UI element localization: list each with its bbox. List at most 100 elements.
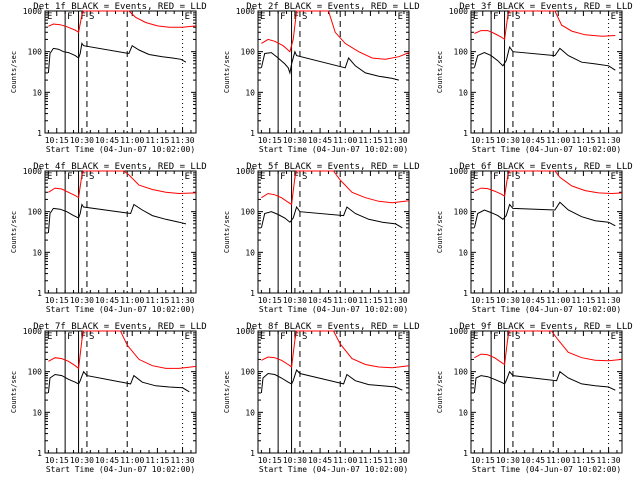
x-tick-label: 10:15: [45, 296, 69, 305]
event-marker-label: F: [507, 332, 512, 342]
event-marker-label: S: [89, 12, 94, 22]
events-series-line: [473, 45, 616, 71]
event-marker-label: E: [260, 332, 265, 342]
y-tick-label: 1000: [23, 7, 42, 16]
x-tick-label: 11:30: [171, 136, 195, 145]
x-tick-label: 11:30: [597, 456, 621, 465]
plot-frame: [257, 330, 410, 454]
chart-panel-2: Det 2f BLACK = Events, RED = LLD 1 10 100 10…: [223, 2, 420, 154]
event-marker-label: F: [507, 12, 512, 22]
chart-panel-5: Det 5f BLACK = Events, RED = LLD 1 10 100 10…: [223, 162, 420, 314]
y-tick-label: 10: [245, 248, 255, 257]
chart-title: Det 5f BLACK = Events, RED = LLD: [246, 162, 419, 172]
lld-series-line: [261, 170, 410, 206]
plot-frame: [44, 10, 197, 134]
event-marker-label: F: [81, 12, 86, 22]
y-tick-label: 1: [463, 449, 468, 458]
x-tick-label: 10:30: [283, 456, 307, 465]
x-tick-label: 10:45: [95, 136, 119, 145]
x-tick-label: 10:15: [258, 456, 282, 465]
chart-title: Det 2f BLACK = Events, RED = LLD: [246, 2, 419, 12]
y-tick-label: 100: [28, 48, 43, 57]
events-series-line: [260, 50, 400, 81]
event-marker-label: F: [81, 172, 86, 182]
x-axis-label: Start Time (04-Jun-07 10:02:00): [46, 145, 195, 154]
chart-title: Det 4f BLACK = Events, RED = LLD: [33, 162, 206, 172]
y-axis-label: Counts/sec: [10, 371, 18, 413]
plot-frame: [470, 10, 623, 134]
y-tick-label: 100: [28, 368, 43, 377]
y-axis-label: Counts/sec: [10, 211, 18, 253]
x-tick-label: 11:00: [546, 136, 570, 145]
x-tick-label: 11:15: [571, 136, 595, 145]
event-marker-label: F: [294, 332, 299, 342]
x-axis-label: Start Time (04-Jun-07 10:02:00): [46, 465, 195, 474]
plot-frame: [44, 170, 197, 294]
lld-series-line: [261, 330, 410, 369]
events-series-line: [260, 205, 403, 229]
event-marker-label: F: [81, 332, 86, 342]
x-tick-label: 10:45: [95, 456, 119, 465]
lld-series-line: [474, 170, 623, 198]
event-marker-label: S: [302, 12, 307, 22]
y-tick-label: 1: [250, 129, 255, 138]
x-tick-label: 10:30: [70, 136, 94, 145]
x-tick-label: 10:30: [283, 296, 307, 305]
plot-frame: [44, 330, 197, 454]
y-tick-label: 10: [32, 248, 42, 257]
x-tick-label: 11:15: [571, 456, 595, 465]
event-marker-label: F: [280, 332, 285, 342]
event-marker-label: E: [47, 12, 52, 22]
events-series-line: [473, 370, 616, 393]
y-tick-label: 1: [37, 129, 42, 138]
x-tick-label: 10:30: [496, 296, 520, 305]
x-axis-label: Start Time (04-Jun-07 10:02:00): [259, 305, 408, 314]
y-tick-label: 100: [241, 368, 256, 377]
event-marker-label: F: [493, 172, 498, 182]
x-tick-label: 10:45: [521, 456, 545, 465]
y-tick-label: 100: [454, 368, 469, 377]
event-marker-label: S: [89, 172, 94, 182]
event-marker-label: S: [302, 332, 307, 342]
y-axis-label: Counts/sec: [436, 211, 444, 253]
event-marker-label: E: [611, 12, 616, 22]
x-tick-label: 10:45: [308, 136, 332, 145]
y-tick-label: 1000: [23, 327, 42, 336]
event-marker-label: E: [185, 12, 190, 22]
x-tick-label: 11:15: [358, 136, 382, 145]
y-tick-label: 10: [245, 408, 255, 417]
event-marker-label: E: [47, 172, 52, 182]
x-tick-label: 11:15: [145, 296, 169, 305]
x-tick-label: 11:00: [333, 296, 357, 305]
event-marker-label: E: [473, 172, 478, 182]
y-tick-label: 10: [458, 248, 468, 257]
y-axis-label: Counts/sec: [436, 371, 444, 413]
x-tick-label: 11:30: [597, 136, 621, 145]
event-marker-label: E: [47, 332, 52, 342]
x-tick-label: 11:15: [358, 296, 382, 305]
lld-series-line: [48, 10, 197, 34]
x-tick-label: 10:15: [258, 296, 282, 305]
y-axis-label: Counts/sec: [223, 51, 231, 93]
y-tick-label: 100: [241, 208, 256, 217]
chart-panel-6: Det 6f BLACK = Events, RED = LLD 1 10 100 10…: [436, 162, 633, 314]
event-marker-label: F: [67, 172, 72, 182]
event-marker-label: E: [473, 12, 478, 22]
x-tick-label: 11:00: [333, 456, 357, 465]
y-tick-label: 100: [454, 48, 469, 57]
x-tick-label: 10:15: [471, 136, 495, 145]
event-marker-label: E: [398, 332, 403, 342]
chart-panel-3: Det 3f BLACK = Events, RED = LLD 1 10 100 10…: [436, 2, 633, 154]
y-tick-label: 1000: [236, 167, 255, 176]
lld-series-line: [48, 170, 197, 199]
events-series-line: [47, 42, 187, 73]
x-tick-label: 11:00: [333, 136, 357, 145]
x-tick-label: 10:30: [496, 136, 520, 145]
x-tick-label: 11:15: [145, 136, 169, 145]
x-tick-label: 10:45: [308, 296, 332, 305]
event-marker-label: F: [67, 12, 72, 22]
plot-frame: [257, 10, 410, 134]
x-axis-label: Start Time (04-Jun-07 10:02:00): [472, 465, 621, 474]
y-tick-label: 10: [32, 408, 42, 417]
